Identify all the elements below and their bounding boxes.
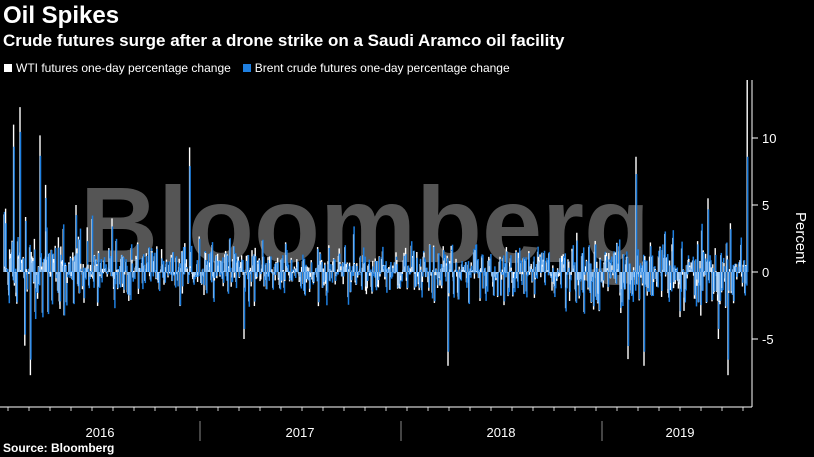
source-note: Source: Bloomberg — [3, 441, 115, 455]
y-tick-label: 0 — [762, 265, 769, 280]
y-axis-title: Percent — [792, 212, 809, 265]
bars-group — [3, 80, 749, 376]
legend-item-brent: Brent crude futures one-day percentage c… — [242, 61, 510, 75]
x-tick-label: 2016 — [86, 425, 115, 440]
legend-label-wti: WTI futures one-day percentage change — [16, 61, 231, 75]
x-tick-label: 2018 — [487, 425, 516, 440]
axes-group: -5 0 5 10 Percent 2016 2017 2018 2019 — [0, 80, 809, 441]
chart-subtitle: Crude futures surge after a drone strike… — [3, 31, 565, 50]
chart-title: Oil Spikes — [3, 2, 120, 29]
y-tick-label: 5 — [762, 198, 769, 213]
legend-swatch-wti — [4, 64, 12, 72]
legend-item-wti: WTI futures one-day percentage change — [4, 61, 231, 75]
x-tick-label: 2017 — [286, 425, 315, 440]
y-tick-label: 10 — [762, 131, 776, 146]
legend-swatch-brent — [242, 64, 251, 72]
x-tick-label: 2019 — [666, 425, 695, 440]
y-tick-label: -5 — [762, 332, 774, 347]
legend-label-brent: Brent crude futures one-day percentage c… — [254, 61, 510, 75]
legend: WTI futures one-day percentage change Br… — [4, 61, 510, 75]
